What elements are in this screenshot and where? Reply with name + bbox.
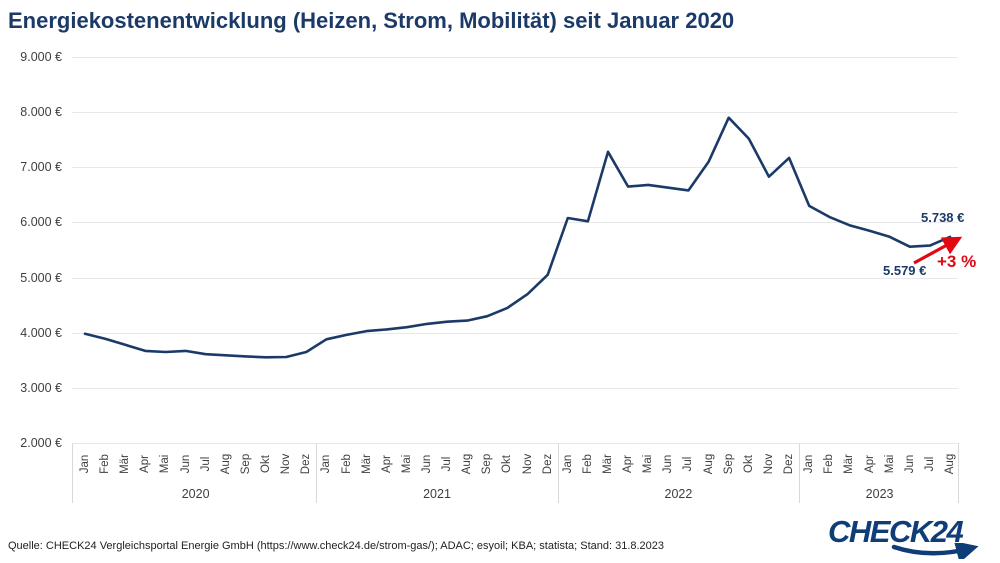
gridline-3000 bbox=[72, 387, 958, 389]
end-value-label: 5.738 € bbox=[921, 210, 965, 225]
percent-change-label: +3 % bbox=[937, 252, 977, 271]
energy-cost-series-line bbox=[83, 116, 952, 359]
x-axis-year-label: 2020 bbox=[181, 487, 210, 501]
check24-logo: CHECK24 bbox=[828, 515, 988, 559]
gridline-8000 bbox=[72, 112, 958, 114]
logo-swoosh-arrow-icon bbox=[891, 543, 979, 559]
page-title: Energiekostenentwicklung (Heizen, Strom,… bbox=[8, 8, 735, 33]
year-separator-line bbox=[557, 443, 559, 503]
y-axis-tick-label: 6.000 € bbox=[20, 215, 62, 230]
gridline-5000 bbox=[72, 277, 958, 279]
check24-logo-text: CHECK24 bbox=[828, 514, 964, 549]
gridline-6000 bbox=[72, 222, 958, 224]
y-axis-tick-label: 5.000 € bbox=[20, 270, 62, 285]
x-axis-year-label: 2021 bbox=[423, 487, 451, 501]
y-axis-tick-label: 4.000 € bbox=[20, 325, 62, 340]
gridline-4000 bbox=[72, 332, 958, 334]
year-separator-line bbox=[958, 443, 959, 503]
gridline-9000 bbox=[72, 57, 958, 58]
y-axis-tick-label: 9.000 € bbox=[20, 50, 62, 64]
year-separator-line bbox=[316, 443, 318, 503]
trend-up-arrow-icon bbox=[913, 236, 963, 265]
y-axis-tick-label: 2.000 € bbox=[20, 436, 62, 450]
x-axis-year-label: 2023 bbox=[865, 487, 894, 501]
y-axis-tick-label: 3.000 € bbox=[20, 380, 62, 395]
gridline-7000 bbox=[72, 167, 958, 169]
low-value-label: 5.579 € bbox=[883, 263, 927, 278]
y-axis-tick-label: 8.000 € bbox=[20, 105, 62, 120]
gridline-2000 bbox=[72, 443, 958, 444]
y-axis-tick-label: 7.000 € bbox=[20, 160, 62, 175]
year-separator-line bbox=[72, 443, 73, 503]
source-note: Quelle: CHECK24 Vergleichsportal Energie… bbox=[8, 540, 665, 552]
year-separator-line bbox=[799, 443, 801, 503]
x-axis-year-label: 2022 bbox=[664, 487, 693, 501]
